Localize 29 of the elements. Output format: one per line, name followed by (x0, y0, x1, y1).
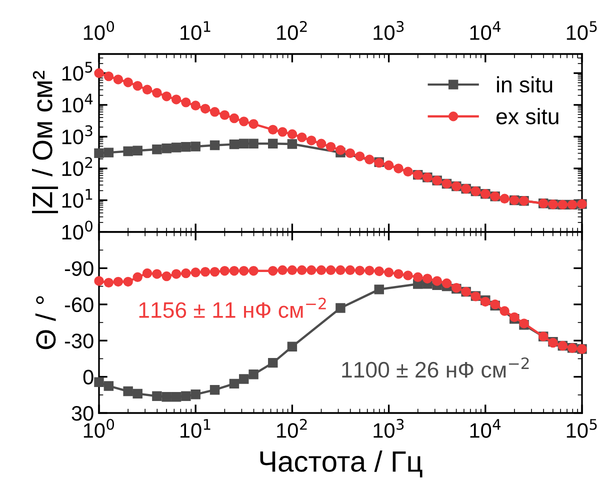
x-tick-label: 10$^{0}$ (84, 20, 114, 40)
y-tick-label: 10$^{4}$ (62, 94, 93, 113)
y-axis-title: |Z| / Ом см² (32, 70, 58, 214)
x-tick-label: 10$^{5}$ (566, 21, 597, 40)
y-tick-label: 0 (83, 370, 94, 385)
x-tick-label: 10$^{3}$ (374, 20, 404, 40)
y-tick-label: -90 (64, 261, 94, 276)
x-tick-label: 10$^{2}$ (277, 20, 307, 40)
y-tick-label: -30 (64, 334, 94, 348)
x-tick-label: 10$^{4}$ (470, 21, 501, 40)
annotation: 1100 ± 26 нФ см$^{−2}$ (342, 357, 529, 378)
x-axis-title: Частота / Гц (260, 450, 422, 478)
x-tick-label: 10$^{1}$ (180, 419, 210, 438)
x-tick-label: 10$^{1}$ (180, 21, 210, 40)
y-axis-title: Θ / ° (35, 296, 56, 350)
y-tick-label: 30 (72, 406, 94, 421)
y-tick-label: 10$^{1}$ (62, 189, 92, 208)
x-tick-label: 10$^{5}$ (566, 419, 597, 438)
y-tick-label: 10$^{0}$ (62, 220, 92, 240)
legend-label: in situ (497, 76, 552, 93)
y-tick-label: 10$^{5}$ (62, 62, 92, 81)
legend-label: ex situ (496, 108, 558, 124)
y-tick-label: 10$^{3}$ (62, 125, 92, 144)
y-tick-label: 10$^{2}$ (62, 157, 92, 176)
x-tick-label: 10$^{2}$ (277, 418, 307, 438)
annotation: 1156 ± 11 нФ см$^{−2}$ (139, 298, 326, 318)
x-tick-label: 10$^{4}$ (470, 419, 501, 438)
y-tick-label: -60 (64, 297, 94, 312)
x-tick-label: 10$^{3}$ (374, 418, 404, 438)
